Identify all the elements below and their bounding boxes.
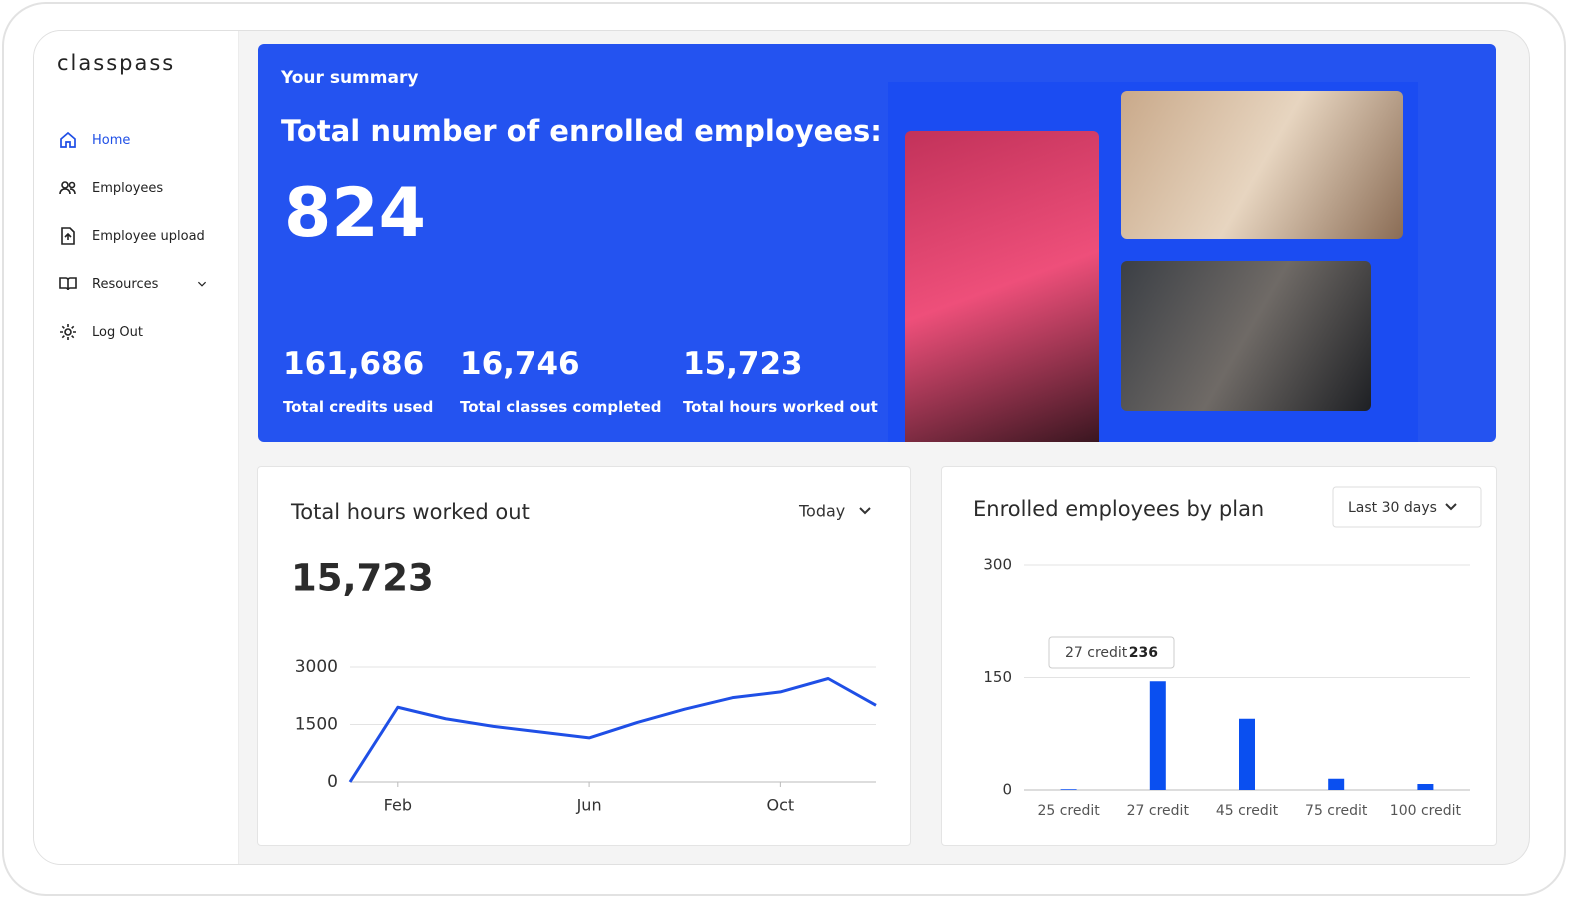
tooltip-label: 27 credit <box>1065 645 1128 661</box>
bar <box>1149 681 1166 790</box>
photo <box>1121 261 1371 411</box>
chevron <box>859 507 871 515</box>
stat-label: Total credits used <box>283 398 434 416</box>
line-chart: Total hours worked out Today 15,723 0 150… <box>290 500 877 815</box>
y-tick-label: 300 <box>983 556 1012 574</box>
hours-card: Total hours worked out Today 15,723 0 150… <box>257 466 911 846</box>
total: 824 <box>284 174 426 253</box>
y-tick-label: 1500 <box>295 715 338 735</box>
big-number: 15,723 <box>291 557 434 600</box>
nav-item[interactable]: Resources <box>58 274 208 294</box>
summary-card: Your summary Total number of enrolled em… <box>258 44 1496 442</box>
stat-value: 16,746 <box>460 346 580 382</box>
chevron <box>1445 503 1457 511</box>
tooltip-box <box>1048 636 1175 669</box>
y-tick-label: 0 <box>1002 781 1012 799</box>
plan-card: Enrolled employees by plan Last 30 days … <box>941 466 1497 846</box>
bar <box>1328 778 1345 790</box>
y-tick-label: 150 <box>983 668 1012 686</box>
dropdown[interactable]: Today <box>798 502 845 521</box>
stat-value: 161,686 <box>283 346 425 382</box>
nav-item[interactable]: Employee upload <box>58 226 205 246</box>
eyebrow: Your summary <box>281 68 419 88</box>
nav-label: Employees <box>92 180 164 196</box>
dropdown-box[interactable] <box>1332 486 1482 528</box>
sidebar: classpass Home Employees Employee upload… <box>34 31 239 864</box>
tooltip-value: 236 <box>1129 645 1158 661</box>
x-tick-label: 45 credit <box>1216 803 1279 819</box>
nav-item[interactable]: Log Out <box>58 322 143 342</box>
x-tick-label: Oct <box>767 796 795 815</box>
app: classpass Home Employees Employee upload… <box>33 30 1530 865</box>
line <box>348 677 877 783</box>
y-tick-label: 3000 <box>295 657 338 677</box>
photo <box>1121 91 1403 239</box>
nav-label: Log Out <box>92 324 143 340</box>
dropdown[interactable]: Last 30 days <box>1348 500 1437 516</box>
brand: classpass <box>57 51 176 75</box>
nav-item[interactable]: Employees <box>58 178 163 198</box>
stat-value: 15,723 <box>683 346 803 382</box>
bar <box>1239 718 1255 790</box>
x-tick-label: 100 credit <box>1390 803 1462 819</box>
stat-label: Total classes completed <box>460 398 662 416</box>
bar <box>1060 789 1077 790</box>
x-tick-label: Jun <box>576 796 602 815</box>
x-tick-label: 25 credit <box>1037 803 1100 819</box>
photo <box>905 131 1099 442</box>
bar <box>1417 784 1434 790</box>
y-tick-label: 0 <box>327 772 338 792</box>
stat-label: Total hours worked out <box>683 398 878 416</box>
nav-label: Home <box>92 132 131 148</box>
nav-label: Employee upload <box>92 228 205 244</box>
heading: Total number of enrolled employees: <box>281 114 882 148</box>
card-title: Enrolled employees by plan <box>973 497 1264 521</box>
bar-chart: Enrolled employees by plan Last 30 days … <box>973 486 1482 819</box>
card-title: Total hours worked out <box>290 500 530 524</box>
nav-label: Resources <box>92 276 159 292</box>
x-tick-label: Feb <box>384 796 412 815</box>
x-tick-label: 27 credit <box>1127 803 1190 819</box>
nav-item[interactable]: Home <box>58 130 130 150</box>
x-tick-label: 75 credit <box>1305 803 1368 819</box>
